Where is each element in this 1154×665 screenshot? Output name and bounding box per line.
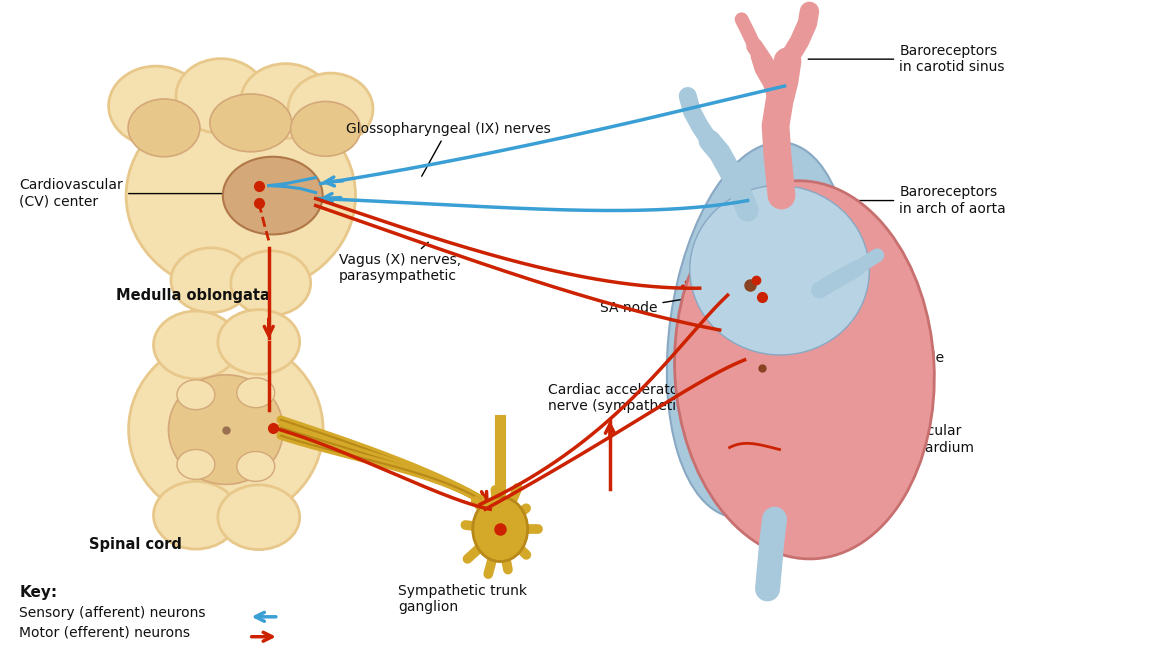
Ellipse shape (218, 485, 300, 549)
Ellipse shape (675, 181, 935, 559)
Ellipse shape (237, 452, 275, 481)
Ellipse shape (153, 481, 239, 549)
Text: Key:: Key: (20, 585, 58, 600)
Text: Cardiovascular
(CV) center: Cardiovascular (CV) center (20, 178, 238, 209)
Ellipse shape (210, 94, 292, 152)
Text: Sympathetic trunk
ganglion: Sympathetic trunk ganglion (398, 584, 527, 614)
Text: Sensory (afferent) neurons: Sensory (afferent) neurons (20, 606, 205, 620)
Text: Spinal cord: Spinal cord (89, 537, 182, 551)
Ellipse shape (231, 251, 310, 316)
Text: Ventricular
myocardium: Ventricular myocardium (822, 424, 974, 455)
Ellipse shape (241, 64, 330, 138)
Ellipse shape (223, 157, 323, 234)
Ellipse shape (108, 66, 203, 146)
Text: Vagus (X) nerves,
parasympathetic: Vagus (X) nerves, parasympathetic (338, 242, 460, 283)
Ellipse shape (126, 96, 355, 295)
Ellipse shape (153, 311, 239, 379)
Text: Baroreceptors
in arch of aorta: Baroreceptors in arch of aorta (778, 186, 1006, 215)
Ellipse shape (291, 102, 360, 156)
Ellipse shape (128, 99, 200, 157)
Ellipse shape (690, 186, 869, 355)
Ellipse shape (128, 337, 323, 522)
Ellipse shape (168, 375, 283, 484)
Ellipse shape (667, 142, 853, 518)
Ellipse shape (237, 378, 275, 408)
Text: Motor (efferent) neurons: Motor (efferent) neurons (20, 626, 190, 640)
Ellipse shape (175, 59, 265, 134)
Ellipse shape (288, 73, 373, 145)
Ellipse shape (218, 310, 300, 374)
Text: Cardiac accelerator
nerve (sympathetic): Cardiac accelerator nerve (sympathetic) (548, 382, 689, 413)
Ellipse shape (171, 248, 250, 313)
Text: SA node: SA node (600, 289, 749, 315)
Text: Glossopharyngeal (IX) nerves: Glossopharyngeal (IX) nerves (345, 122, 550, 176)
Ellipse shape (177, 450, 215, 479)
Ellipse shape (473, 497, 527, 561)
Ellipse shape (177, 380, 215, 410)
Text: Baroreceptors
in carotid sinus: Baroreceptors in carotid sinus (808, 44, 1005, 74)
Text: AV node: AV node (764, 351, 944, 368)
Text: Medulla oblongata: Medulla oblongata (117, 288, 270, 303)
